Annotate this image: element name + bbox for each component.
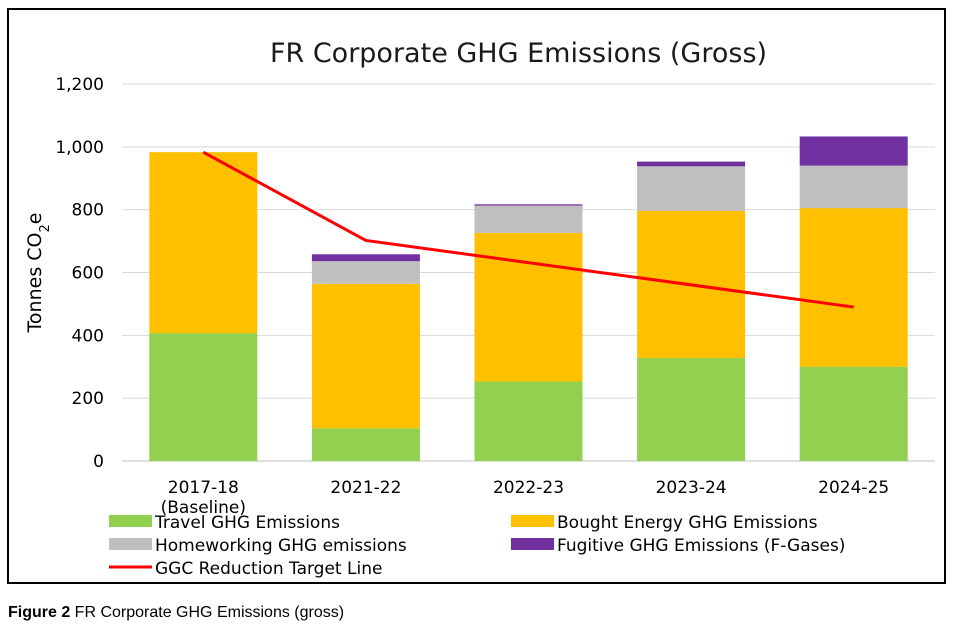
y-axis-label: Tonnes CO2e: [24, 213, 53, 334]
legend-label-1: Bought Energy GHG Emissions: [557, 513, 818, 533]
bar-segment-3-1: [311, 254, 420, 262]
bar-segment-0-0: [149, 333, 258, 461]
bar-segment-2-3: [637, 166, 746, 211]
bar-segment-1-2: [474, 232, 583, 382]
bar-segment-0-1: [311, 428, 420, 461]
y-tick-label: 1,200: [55, 75, 104, 95]
caption-text: FR Corporate GHG Emissions (gross): [70, 604, 345, 621]
legend-label-2: Homeworking GHG emissions: [155, 536, 407, 556]
figure-caption: Figure 2 FR Corporate GHG Emissions (gro…: [8, 604, 344, 622]
bar-segment-3-3: [637, 161, 746, 167]
legend-swatch-2: [109, 538, 152, 550]
target-line: [202, 150, 854, 309]
x-tick-label: 2017-18: [168, 478, 239, 498]
bar-segment-1-1: [311, 283, 420, 429]
legend-label-3: Fugitive GHG Emissions (F-Gases): [557, 536, 845, 556]
y-tick-label: 800: [72, 201, 104, 221]
bar-segment-3-4: [799, 136, 908, 166]
chart-frame: FR Corporate GHG Emissions (Gross) 0 200 40…: [7, 8, 946, 584]
bar-segment-2-2: [474, 205, 583, 233]
bar-segment-0-2: [474, 381, 583, 461]
bar-segment-0-3: [637, 357, 746, 461]
y-tick-label: 400: [72, 326, 104, 346]
legend-label-4: GGC Reduction Target Line: [155, 559, 382, 579]
legend-swatch-0: [109, 515, 152, 527]
y-tick-label: 0: [93, 452, 104, 472]
legend-swatch-3: [511, 538, 554, 550]
legend-swatch-1: [511, 515, 554, 527]
bar-segment-0-4: [799, 366, 908, 461]
x-tick-label: (Baseline): [161, 498, 246, 518]
legend-label-0: Travel GHG Emissions: [154, 513, 340, 533]
y-tick-label: 1,000: [55, 138, 104, 158]
bar-segment-3-2: [474, 204, 583, 206]
x-tick-label: 2022-23: [493, 478, 564, 498]
bar-segment-2-4: [799, 165, 908, 209]
x-tick-label: 2023-24: [656, 478, 727, 498]
chart-svg: FR Corporate GHG Emissions (Gross) 0 200 40…: [24, 38, 935, 579]
y-tick-label: 200: [72, 389, 104, 409]
bar-segment-2-1: [311, 261, 420, 284]
x-tick-label: 2024-25: [818, 478, 889, 498]
bar-segment-1-4: [799, 208, 908, 367]
y-tick-label: 600: [72, 264, 104, 284]
caption-label: Figure 2: [8, 604, 71, 621]
bar-segment-1-0: [149, 152, 258, 334]
chart-title: FR Corporate GHG Emissions (Gross): [270, 38, 767, 69]
x-tick-label: 2021-22: [330, 478, 401, 498]
